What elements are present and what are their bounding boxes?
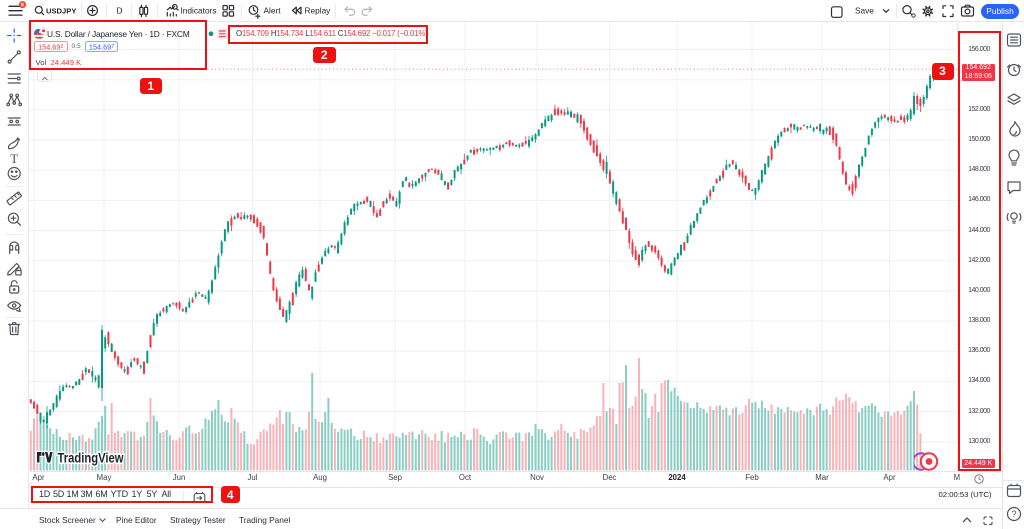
svg-text:USDJPY: USDJPY — [46, 6, 76, 15]
svg-text:6: 6 — [21, 3, 24, 9]
svg-text:Alert: Alert — [264, 6, 282, 16]
svg-text:Replay: Replay — [305, 6, 332, 16]
svg-text:TradingView: TradingView — [58, 451, 124, 466]
svg-text:T: T — [10, 151, 18, 166]
svg-text:Save: Save — [855, 6, 874, 16]
svg-text:D: D — [117, 6, 123, 16]
svg-text:?: ? — [1011, 509, 1016, 519]
svg-text:Indicators: Indicators — [181, 6, 217, 16]
